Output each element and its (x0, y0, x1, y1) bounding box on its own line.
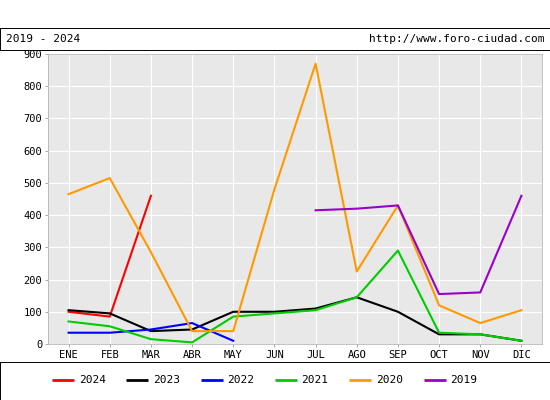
Text: 2021: 2021 (301, 375, 328, 385)
Text: 2020: 2020 (376, 375, 403, 385)
Text: Evolucion Nº Turistas Nacionales en el municipio de El Oso: Evolucion Nº Turistas Nacionales en el m… (72, 7, 478, 21)
Text: 2019 - 2024: 2019 - 2024 (6, 34, 80, 44)
Text: 2022: 2022 (227, 375, 254, 385)
Text: 2024: 2024 (79, 375, 106, 385)
Text: 2023: 2023 (153, 375, 180, 385)
Text: http://www.foro-ciudad.com: http://www.foro-ciudad.com (369, 34, 544, 44)
Text: 2019: 2019 (450, 375, 477, 385)
